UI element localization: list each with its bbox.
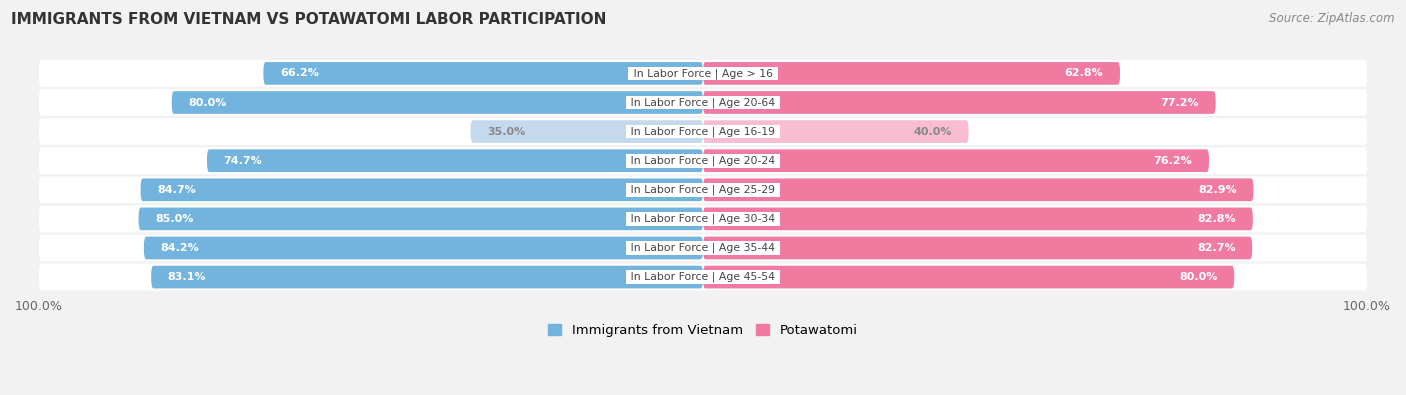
FancyBboxPatch shape xyxy=(39,235,1367,261)
FancyBboxPatch shape xyxy=(141,179,703,201)
Text: 83.1%: 83.1% xyxy=(167,272,207,282)
Text: In Labor Force | Age 20-64: In Labor Force | Age 20-64 xyxy=(627,97,779,108)
Text: 40.0%: 40.0% xyxy=(914,127,952,137)
FancyBboxPatch shape xyxy=(703,120,969,143)
Text: IMMIGRANTS FROM VIETNAM VS POTAWATOMI LABOR PARTICIPATION: IMMIGRANTS FROM VIETNAM VS POTAWATOMI LA… xyxy=(11,12,606,27)
Text: 62.8%: 62.8% xyxy=(1064,68,1104,79)
Text: In Labor Force | Age 20-24: In Labor Force | Age 20-24 xyxy=(627,156,779,166)
Text: 85.0%: 85.0% xyxy=(155,214,194,224)
FancyBboxPatch shape xyxy=(207,149,703,172)
FancyBboxPatch shape xyxy=(471,120,703,143)
FancyBboxPatch shape xyxy=(39,60,1367,87)
FancyBboxPatch shape xyxy=(39,118,1367,145)
FancyBboxPatch shape xyxy=(143,237,703,260)
Legend: Immigrants from Vietnam, Potawatomi: Immigrants from Vietnam, Potawatomi xyxy=(543,319,863,342)
Text: 80.0%: 80.0% xyxy=(188,98,226,107)
Text: 82.9%: 82.9% xyxy=(1198,185,1237,195)
Text: 76.2%: 76.2% xyxy=(1154,156,1192,166)
FancyBboxPatch shape xyxy=(703,207,1253,230)
FancyBboxPatch shape xyxy=(703,237,1253,260)
FancyBboxPatch shape xyxy=(152,266,703,288)
Text: 84.7%: 84.7% xyxy=(157,185,195,195)
Text: 35.0%: 35.0% xyxy=(488,127,526,137)
Text: 80.0%: 80.0% xyxy=(1180,272,1218,282)
FancyBboxPatch shape xyxy=(39,147,1367,174)
Text: 74.7%: 74.7% xyxy=(224,156,263,166)
Text: 66.2%: 66.2% xyxy=(280,68,319,79)
FancyBboxPatch shape xyxy=(172,91,703,114)
FancyBboxPatch shape xyxy=(703,149,1209,172)
Text: In Labor Force | Age 30-34: In Labor Force | Age 30-34 xyxy=(627,214,779,224)
Text: 77.2%: 77.2% xyxy=(1160,98,1199,107)
Text: Source: ZipAtlas.com: Source: ZipAtlas.com xyxy=(1270,12,1395,25)
FancyBboxPatch shape xyxy=(263,62,703,85)
FancyBboxPatch shape xyxy=(139,207,703,230)
FancyBboxPatch shape xyxy=(703,266,1234,288)
Text: 82.8%: 82.8% xyxy=(1198,214,1236,224)
FancyBboxPatch shape xyxy=(703,91,1216,114)
Text: In Labor Force | Age 16-19: In Labor Force | Age 16-19 xyxy=(627,126,779,137)
Text: 84.2%: 84.2% xyxy=(160,243,200,253)
FancyBboxPatch shape xyxy=(39,89,1367,116)
FancyBboxPatch shape xyxy=(39,205,1367,232)
FancyBboxPatch shape xyxy=(703,62,1121,85)
FancyBboxPatch shape xyxy=(39,264,1367,290)
Text: In Labor Force | Age 25-29: In Labor Force | Age 25-29 xyxy=(627,184,779,195)
Text: In Labor Force | Age 45-54: In Labor Force | Age 45-54 xyxy=(627,272,779,282)
FancyBboxPatch shape xyxy=(703,179,1254,201)
Text: In Labor Force | Age > 16: In Labor Force | Age > 16 xyxy=(630,68,776,79)
FancyBboxPatch shape xyxy=(39,177,1367,203)
Text: 82.7%: 82.7% xyxy=(1197,243,1236,253)
Text: In Labor Force | Age 35-44: In Labor Force | Age 35-44 xyxy=(627,243,779,253)
